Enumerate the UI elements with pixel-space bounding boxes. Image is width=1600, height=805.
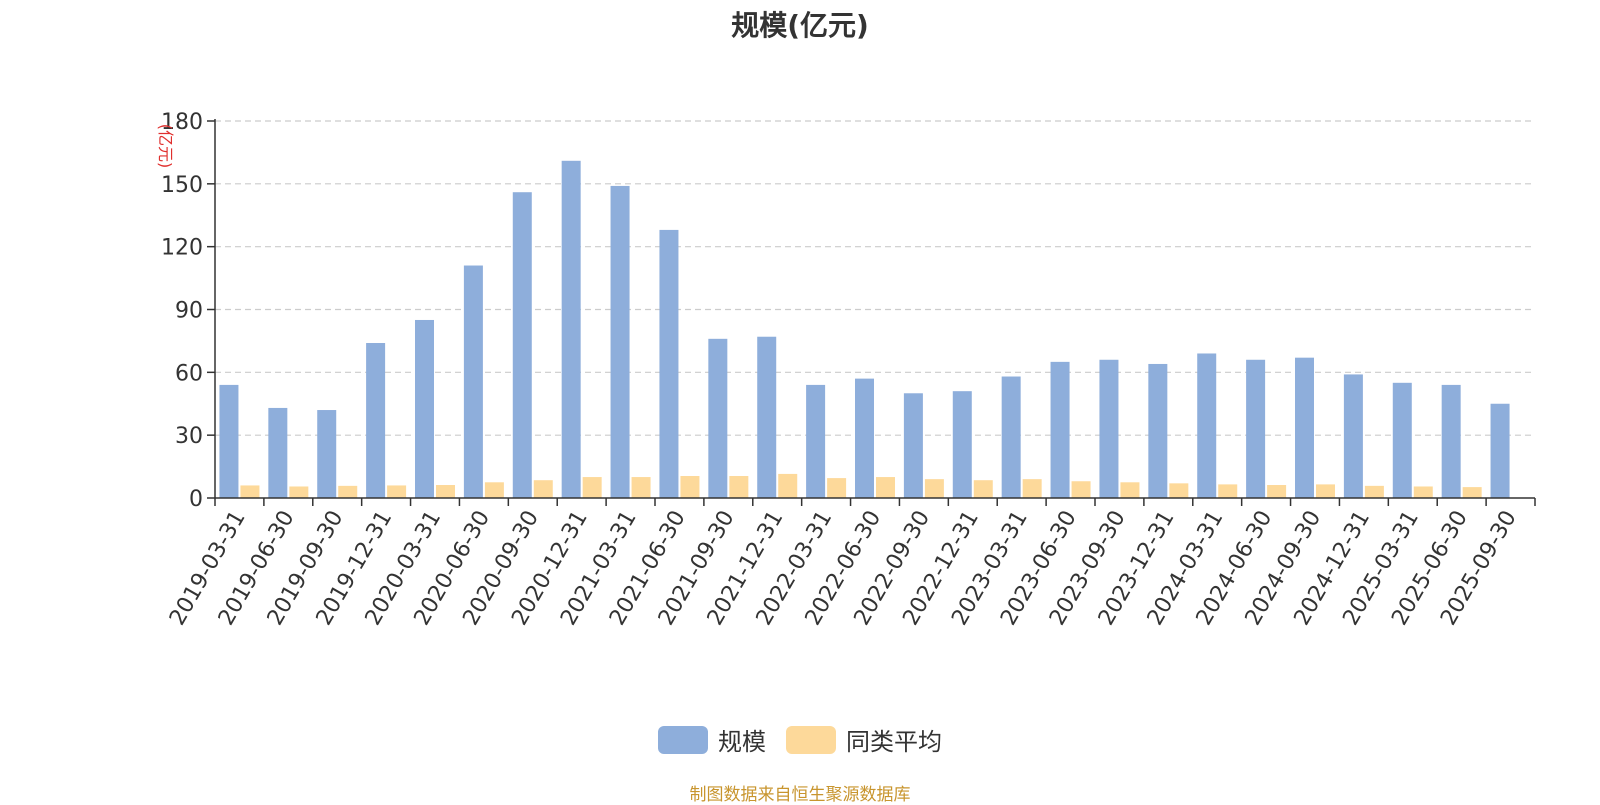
bar-peer-average bbox=[778, 473, 798, 498]
bar-peer-average bbox=[582, 477, 602, 498]
bar-scale bbox=[1392, 382, 1412, 498]
legend-item-scale[interactable]: 规模 bbox=[658, 722, 766, 757]
bar-peer-average bbox=[631, 477, 651, 498]
bar-peer-average bbox=[729, 476, 749, 498]
legend-swatch-scale bbox=[658, 725, 708, 754]
bar-scale bbox=[952, 391, 972, 498]
y-tick-label: 180 bbox=[161, 110, 203, 135]
bar-scale bbox=[610, 185, 630, 498]
bar-peer-average bbox=[1169, 483, 1189, 498]
bar-peer-average bbox=[1218, 484, 1238, 498]
y-axis-label: (亿元) bbox=[156, 124, 175, 169]
bar-scale bbox=[1441, 384, 1461, 498]
bar-peer-average bbox=[484, 482, 504, 498]
bar-scale bbox=[366, 343, 386, 498]
bar-scale bbox=[268, 407, 288, 498]
bar-peer-average bbox=[1120, 482, 1140, 498]
bar-scale bbox=[1295, 357, 1314, 498]
legend-label-scale: 规模 bbox=[718, 728, 766, 756]
bar-peer-average bbox=[387, 485, 407, 498]
bar-scale bbox=[757, 336, 777, 498]
bar-peer-average bbox=[1316, 484, 1335, 498]
bar-peer-average bbox=[289, 486, 309, 498]
y-tick-label: 0 bbox=[189, 487, 203, 512]
y-tick-label: 30 bbox=[175, 424, 203, 449]
bar-peer-average bbox=[1462, 487, 1482, 498]
bar-scale bbox=[1099, 359, 1119, 498]
bar-scale bbox=[512, 192, 532, 498]
bar-scale bbox=[903, 393, 923, 498]
legend-item-peer-average[interactable]: 同类平均 bbox=[786, 722, 942, 757]
bar-scale bbox=[1197, 353, 1217, 498]
bar-peer-average bbox=[827, 478, 847, 498]
y-tick-label: 60 bbox=[175, 361, 203, 386]
bar-scale bbox=[1001, 376, 1021, 498]
legend-swatch-peer-average bbox=[786, 725, 836, 754]
bar-peer-average bbox=[973, 480, 993, 498]
bar-scale bbox=[1246, 359, 1266, 498]
bar-peer-average bbox=[1413, 486, 1433, 498]
bars bbox=[219, 160, 1510, 499]
bar-peer-average bbox=[924, 479, 944, 498]
legend-label-peer-average: 同类平均 bbox=[846, 728, 942, 756]
y-tick-label: 90 bbox=[175, 299, 203, 324]
bar-scale bbox=[561, 160, 581, 499]
legend: 规模 同类平均 bbox=[0, 722, 1600, 757]
y-tick-label: 120 bbox=[161, 236, 203, 261]
bar-scale bbox=[806, 384, 826, 498]
bar-scale bbox=[855, 378, 874, 498]
chart-title: 规模(亿元) bbox=[731, 9, 869, 42]
bar-peer-average bbox=[1071, 481, 1091, 498]
y-tick-label: 150 bbox=[161, 173, 203, 198]
bar-scale bbox=[1050, 361, 1070, 498]
bar-peer-average bbox=[533, 480, 553, 498]
bar-scale bbox=[463, 265, 483, 498]
bar-scale bbox=[708, 338, 728, 498]
bar-peer-average bbox=[680, 476, 700, 498]
bar-peer-average bbox=[436, 485, 455, 498]
bar-peer-average bbox=[338, 485, 358, 498]
bar-scale bbox=[415, 319, 434, 498]
bar-scale bbox=[1343, 374, 1363, 498]
bar-scale bbox=[1148, 363, 1168, 498]
source-note: 制图数据来自恒生聚源数据库 bbox=[689, 785, 911, 805]
bar-scale bbox=[317, 410, 337, 498]
bar-scale bbox=[659, 229, 679, 498]
bar-peer-average bbox=[876, 477, 895, 498]
grid-lines bbox=[215, 120, 1535, 436]
bar-peer-average bbox=[240, 485, 260, 498]
bar-peer-average bbox=[1267, 485, 1287, 498]
bar-scale bbox=[219, 384, 239, 498]
bar-peer-average bbox=[1022, 479, 1042, 498]
bar-peer-average bbox=[1364, 485, 1384, 498]
bar-scale bbox=[1490, 403, 1510, 498]
